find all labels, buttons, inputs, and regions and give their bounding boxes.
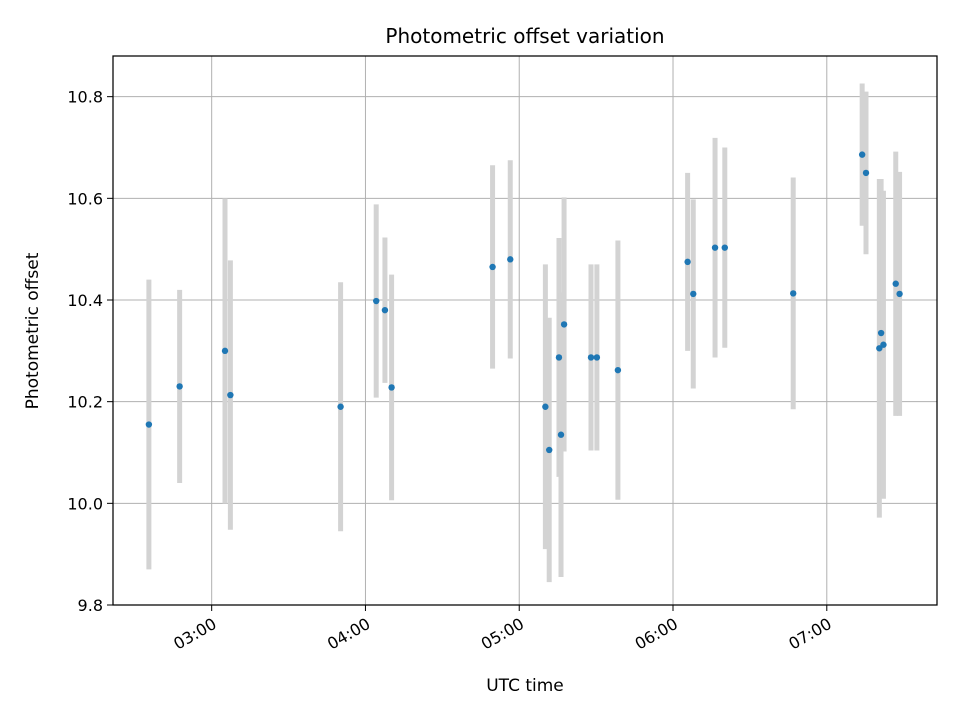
data-points bbox=[145, 151, 903, 454]
data-point bbox=[176, 383, 183, 390]
y-tick-label: 9.8 bbox=[78, 596, 103, 615]
data-point bbox=[381, 306, 389, 314]
data-point bbox=[489, 263, 496, 271]
data-point bbox=[877, 329, 885, 337]
data-point bbox=[711, 244, 719, 251]
data-point bbox=[145, 421, 153, 428]
data-point bbox=[684, 258, 691, 266]
data-point bbox=[373, 297, 380, 305]
y-tick-label: 10.0 bbox=[67, 494, 103, 513]
data-point bbox=[892, 280, 899, 287]
data-point bbox=[227, 391, 234, 399]
data-point bbox=[546, 446, 553, 454]
data-point bbox=[337, 403, 344, 410]
plot-area bbox=[113, 56, 937, 605]
data-point bbox=[614, 366, 622, 374]
data-point bbox=[388, 384, 395, 391]
y-tick-label: 10.8 bbox=[67, 88, 103, 107]
y-axis: 9.8 10.0 10.2 10.4 10.6 10.8 bbox=[67, 88, 113, 615]
x-axis-label: UTC time bbox=[486, 676, 564, 696]
data-point bbox=[542, 403, 549, 410]
data-point bbox=[862, 169, 870, 177]
data-point bbox=[560, 321, 568, 328]
y-axis-label: Photometric offset bbox=[23, 252, 43, 409]
y-tick-label: 10.4 bbox=[67, 291, 103, 310]
data-point bbox=[555, 354, 563, 361]
data-point bbox=[790, 290, 797, 297]
data-point bbox=[221, 347, 229, 355]
data-point bbox=[557, 431, 565, 438]
data-point bbox=[507, 256, 514, 263]
data-point bbox=[721, 244, 728, 251]
grid bbox=[113, 56, 937, 606]
data-point bbox=[587, 354, 595, 361]
chart-title: Photometric offset variation bbox=[385, 24, 664, 48]
data-point bbox=[858, 151, 866, 158]
y-tick-label: 10.2 bbox=[67, 393, 103, 412]
data-point bbox=[690, 290, 697, 298]
plot-frame bbox=[112, 55, 938, 606]
y-tick-label: 10.6 bbox=[67, 189, 103, 208]
data-point bbox=[880, 341, 887, 348]
data-point bbox=[593, 354, 601, 361]
data-point bbox=[896, 290, 903, 298]
